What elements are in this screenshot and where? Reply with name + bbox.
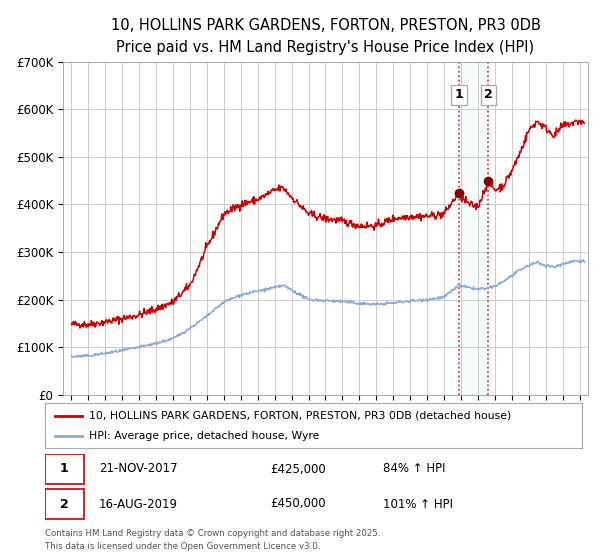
Text: 84% ↑ HPI: 84% ↑ HPI [383, 463, 446, 475]
Text: 10, HOLLINS PARK GARDENS, FORTON, PRESTON, PR3 0DB (detached house): 10, HOLLINS PARK GARDENS, FORTON, PRESTO… [89, 410, 511, 421]
Bar [459, 62, 488, 395]
Text: Contains HM Land Registry data © Crown copyright and database right 2025.
This d: Contains HM Land Registry data © Crown c… [45, 529, 380, 550]
Text: 1: 1 [60, 463, 69, 475]
FancyBboxPatch shape [45, 454, 83, 484]
Text: 1: 1 [455, 88, 463, 101]
Text: £450,000: £450,000 [271, 497, 326, 511]
Text: HPI: Average price, detached house, Wyre: HPI: Average price, detached house, Wyre [89, 431, 319, 441]
Text: 2: 2 [60, 497, 69, 511]
Text: 21-NOV-2017: 21-NOV-2017 [98, 463, 178, 475]
Text: £425,000: £425,000 [271, 463, 326, 475]
Text: 16-AUG-2019: 16-AUG-2019 [98, 497, 178, 511]
Title: 10, HOLLINS PARK GARDENS, FORTON, PRESTON, PR3 0DB
Price paid vs. HM Land Regist: 10, HOLLINS PARK GARDENS, FORTON, PRESTO… [110, 18, 541, 55]
FancyBboxPatch shape [45, 489, 83, 519]
Text: 2: 2 [484, 88, 493, 101]
Text: 101% ↑ HPI: 101% ↑ HPI [383, 497, 454, 511]
